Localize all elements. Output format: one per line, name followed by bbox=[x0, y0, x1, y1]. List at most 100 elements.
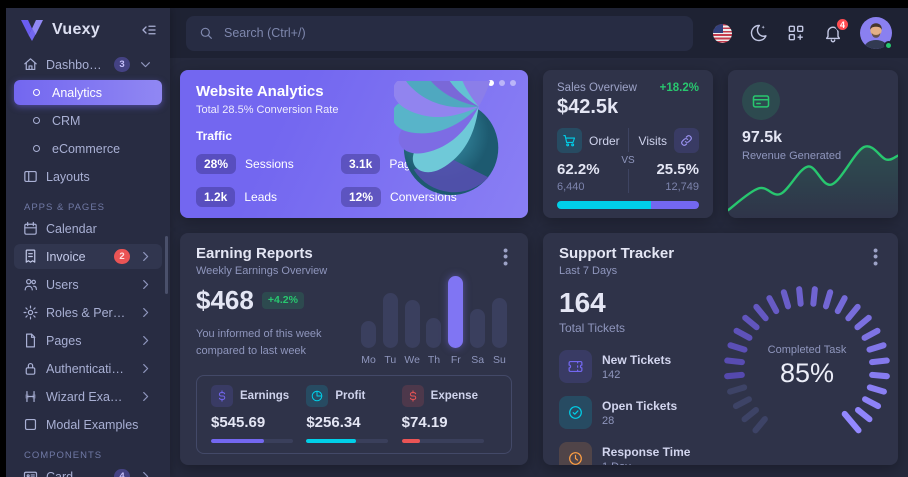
traffic-stat-label: Leads bbox=[244, 190, 278, 204]
bar-column-mo: Mo bbox=[360, 321, 377, 366]
language-flag-icon[interactable] bbox=[713, 23, 732, 43]
users-icon bbox=[22, 276, 39, 293]
shortcuts-grid-icon[interactable] bbox=[786, 23, 806, 43]
file-icon bbox=[22, 332, 39, 349]
sidebar-item-card[interactable]: Card 4 bbox=[14, 464, 162, 477]
sidebar-item-users[interactable]: Users bbox=[14, 272, 162, 297]
brand-name: Vuexy bbox=[52, 21, 101, 38]
carousel-dots bbox=[488, 80, 516, 86]
card-title: Earning Reports bbox=[196, 245, 313, 262]
sidebar-item-label: Analytics bbox=[52, 85, 103, 100]
visits-value: 12,749 bbox=[665, 181, 699, 193]
sidebar-item-analytics[interactable]: Analytics bbox=[14, 80, 162, 105]
chevron-down-icon bbox=[137, 56, 154, 73]
support-stat-response-time: Response Time 1 Day bbox=[559, 442, 719, 465]
wizard-icon bbox=[22, 388, 39, 405]
sidebar-item-layouts[interactable]: Layouts bbox=[14, 164, 162, 189]
bar-label: Fr bbox=[450, 354, 461, 366]
traffic-stat-value: 1.2k bbox=[196, 187, 236, 207]
stat-progress-fill bbox=[211, 439, 265, 443]
stat-amount: $545.69 bbox=[211, 414, 266, 431]
sidebar-nav: Dashboard 3 Analytics CRM eCommerce Layouts AP… bbox=[6, 47, 170, 477]
visits-label: Visits bbox=[638, 133, 667, 148]
sidebar-item-calendar[interactable]: Calendar bbox=[14, 216, 162, 241]
completed-task-gauge: Completed Task 85% bbox=[719, 281, 895, 451]
sidebar-item-crm[interactable]: CRM bbox=[14, 108, 162, 133]
carousel-dot-active[interactable] bbox=[488, 80, 494, 86]
stat-progress-fill bbox=[401, 439, 420, 443]
order-percent: 62.2% bbox=[557, 161, 600, 178]
sidebar-item-modal-examples[interactable]: Modal Examples bbox=[14, 412, 162, 437]
traffic-stat-label: Sessions bbox=[245, 157, 294, 171]
notifications-bell-icon[interactable]: 4 bbox=[823, 17, 850, 43]
sidebar-scrollbar[interactable] bbox=[165, 236, 168, 294]
sidebar-item-label: Authentications bbox=[46, 361, 130, 376]
earnings-change-badge: +4.2% bbox=[261, 291, 304, 309]
search-input[interactable] bbox=[224, 26, 681, 40]
stat-header: Earnings bbox=[211, 385, 306, 407]
kebab-menu-icon[interactable]: • • • bbox=[873, 242, 878, 271]
bar-we[interactable] bbox=[404, 300, 420, 348]
kebab-menu-icon[interactable]: • • • bbox=[503, 242, 508, 271]
user-avatar[interactable] bbox=[860, 17, 893, 50]
sidebar-item-roles-permissions[interactable]: Roles & Permissions bbox=[14, 300, 162, 325]
support-stat-value: 142 bbox=[602, 368, 621, 381]
bar-su[interactable] bbox=[491, 298, 507, 348]
sidebar-item-dashboard[interactable]: Dashboard 3 bbox=[14, 52, 162, 77]
revenue-sparkline-chart bbox=[728, 140, 898, 218]
bar-label: Su bbox=[493, 354, 506, 366]
sidebar-item-label: Dashboard bbox=[46, 57, 107, 72]
sidebar: Vuexy Dashboard 3 Analytics CRM eCommerce Lay… bbox=[6, 8, 170, 477]
carousel-dot[interactable] bbox=[510, 80, 516, 86]
support-stat-label: New Tickets bbox=[602, 352, 672, 367]
gear-icon bbox=[22, 304, 39, 321]
stat-expense: Expense $74.19 bbox=[401, 385, 497, 443]
card-icon bbox=[22, 468, 39, 477]
calendar-icon bbox=[22, 220, 39, 237]
dashboard-content: Website Analytics Total 28.5% Conversion… bbox=[170, 58, 908, 477]
chevron-right-icon bbox=[137, 468, 154, 477]
website-analytics-card: Website Analytics Total 28.5% Conversion… bbox=[180, 70, 528, 218]
vuexy-logo-icon bbox=[20, 19, 44, 41]
sidebar-item-label: Card bbox=[46, 469, 74, 477]
earnings-note: You informed of this week compared to la… bbox=[196, 327, 322, 357]
support-stat-text: New Tickets 142 bbox=[602, 353, 671, 381]
ticket-icon bbox=[559, 350, 592, 383]
dollar-icon bbox=[401, 385, 424, 407]
sidebar-item-pages[interactable]: Pages bbox=[14, 328, 162, 353]
sidebar-item-authentications[interactable]: Authentications bbox=[14, 356, 162, 381]
sales-total: $42.5k bbox=[557, 96, 619, 118]
sidebar-item-invoice[interactable]: Invoice 2 bbox=[14, 244, 162, 269]
visits-stats: Visits 25.5% 12,749 bbox=[638, 128, 699, 193]
stat-progress-track bbox=[401, 439, 484, 443]
sidebar-section-label: COMPONENTS bbox=[24, 450, 103, 461]
search-bar[interactable] bbox=[186, 15, 693, 51]
carousel-dot[interactable] bbox=[499, 80, 505, 86]
bar-fr[interactable] bbox=[448, 276, 464, 348]
cart-icon bbox=[557, 128, 582, 153]
bar-column-th: Th bbox=[425, 318, 442, 366]
earnings-breakdown-box: Earnings $545.69 Profit $256.34 Expense $74.1… bbox=[196, 375, 512, 454]
notification-count-badge: 4 bbox=[835, 17, 850, 32]
dark-mode-moon-icon[interactable] bbox=[749, 23, 769, 43]
stat-progress-track bbox=[211, 439, 293, 443]
sidebar-item-wizard-examples[interactable]: Wizard Examples bbox=[14, 384, 162, 409]
bar-th[interactable] bbox=[426, 318, 442, 348]
sidebar-item-label: Layouts bbox=[46, 169, 90, 184]
sidebar-item-label: Modal Examples bbox=[46, 417, 139, 432]
bar-sa[interactable] bbox=[470, 309, 486, 348]
bar-mo[interactable] bbox=[361, 321, 376, 348]
traffic-stat-value: 28% bbox=[196, 154, 237, 174]
bar-column-tu: Tu bbox=[382, 293, 399, 366]
dollar-icon bbox=[211, 385, 233, 407]
sidebar-item-ecommerce[interactable]: eCommerce bbox=[14, 136, 162, 161]
home-icon bbox=[22, 56, 39, 73]
sidebar-item-label: Pages bbox=[46, 333, 82, 348]
stat-label: Expense bbox=[430, 390, 478, 402]
sidebar-collapse-icon[interactable] bbox=[140, 21, 158, 39]
revenue-label: Revenue Generated bbox=[742, 150, 842, 162]
bar-column-fr: Fr bbox=[447, 276, 464, 366]
bar-column-we: We bbox=[404, 300, 421, 366]
bar-tu[interactable] bbox=[382, 293, 398, 348]
